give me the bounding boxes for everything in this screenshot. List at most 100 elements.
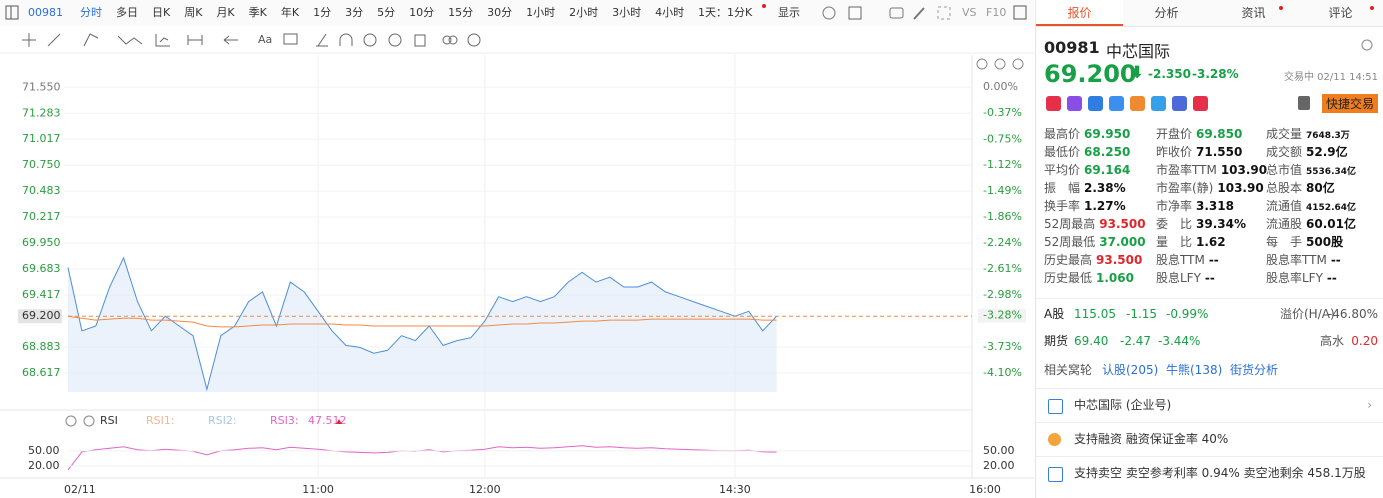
line-tool[interactable]: [47, 33, 61, 47]
link-tool[interactable]: [442, 35, 452, 45]
delete-tool[interactable]: [414, 34, 426, 47]
badge-icon[interactable]: [1172, 96, 1187, 111]
wave-tool[interactable]: [117, 35, 143, 45]
draw-tools: [22, 33, 481, 47]
period-tab[interactable]: 4小时: [655, 6, 684, 19]
pen-icon[interactable]: [913, 7, 925, 20]
legend-entry: RSI1:: [146, 414, 175, 427]
period-tab[interactable]: 3分: [345, 6, 363, 19]
y-tick-label: 69.683: [22, 262, 61, 275]
y2-tick-label: 0.00%: [983, 80, 1018, 93]
period-tab[interactable]: 2小时: [569, 6, 598, 19]
period-tab[interactable]: 多日: [116, 5, 138, 19]
rsi-settings[interactable]: [65, 415, 77, 427]
panel-tab[interactable]: 资讯: [1210, 0, 1297, 26]
period-tab[interactable]: 30分: [487, 6, 512, 19]
period-tab[interactable]: 5分: [377, 6, 395, 19]
vs-button[interactable]: VS: [962, 6, 977, 19]
period-tab[interactable]: 分时: [80, 6, 102, 19]
y-tick-label: 70.483: [22, 184, 61, 197]
stat-value: 103.90: [1220, 163, 1268, 177]
warrant-link[interactable]: 牛熊(138): [1166, 363, 1223, 377]
badge-icon[interactable]: [1046, 96, 1061, 111]
alert-icon[interactable]: [1296, 95, 1312, 111]
stat-label: 换手率: [1044, 199, 1081, 213]
stat: 市盈率TTM 103.90: [1156, 161, 1267, 178]
stat-value: 68.250: [1084, 145, 1131, 159]
interval[interactable]: 1天：1分K: [698, 6, 753, 19]
rsi-close[interactable]: [83, 415, 95, 427]
stat: 总股本 80亿: [1266, 179, 1335, 196]
feature-row[interactable]: 支持卖空 卖空参考利率 0.94% 卖空池剩余 458.1万股: [1036, 456, 1383, 490]
warrant-link[interactable]: 街货分析: [1230, 363, 1279, 377]
quote-panel: 报价 分析 资讯 评论 00981 中芯国际 69.200 ⬇ -2.350 -3.2…: [1035, 0, 1383, 498]
stat-label: 成交额: [1266, 145, 1303, 159]
cross-tool[interactable]: [22, 33, 36, 47]
period-tab[interactable]: 10分: [409, 6, 434, 19]
indicator-title: RSI: [100, 414, 118, 427]
settings-icon[interactable]: [1360, 38, 1374, 52]
stat-label: 每 手: [1266, 235, 1303, 249]
badge-icon[interactable]: [1151, 96, 1166, 111]
panel-tabs: 报价 分析 资讯 评论: [1036, 0, 1383, 27]
warrants-row: 相关窝轮 认股(205) 牛熊(138) 街货分析: [1036, 355, 1383, 385]
display-menu[interactable]: 显示: [778, 6, 800, 19]
panel-tab[interactable]: 评论: [1297, 0, 1383, 26]
symbol[interactable]: 00981: [28, 6, 63, 19]
y2-tick-label: -4.10%: [983, 366, 1022, 379]
feature-row[interactable]: 中芯国际 (企业号) ›: [1036, 388, 1383, 422]
panel-tab[interactable]: 分析: [1154, 6, 1179, 20]
ray-tool[interactable]: [83, 33, 99, 47]
panel-icon[interactable]: [5, 5, 19, 20]
camera-icon[interactable]: [889, 7, 904, 19]
stat-label: 振 幅: [1044, 181, 1081, 195]
reset-zoom[interactable]: [976, 58, 988, 70]
measure-tool[interactable]: [187, 35, 203, 45]
period-tab[interactable]: 周K: [184, 6, 203, 19]
stat-value: 60.01亿: [1306, 217, 1356, 231]
period-tab[interactable]: 月K: [216, 6, 235, 19]
quick-trade-button[interactable]: 快捷交易: [1322, 94, 1379, 113]
badge-icon[interactable]: [1193, 96, 1208, 111]
f10-button[interactable]: F10: [986, 6, 1006, 19]
box-icon[interactable]: [848, 6, 862, 20]
link-tool-2: [448, 35, 458, 45]
hide-tool[interactable]: [388, 33, 402, 47]
stat-label: 股息率LFY: [1266, 271, 1323, 285]
y-tick-label: 69.200: [22, 309, 61, 322]
badge-icon[interactable]: [1088, 96, 1103, 111]
stat: 量 比 1.62: [1156, 233, 1226, 250]
zoom-out[interactable]: [994, 58, 1006, 70]
zoom-in[interactable]: [1012, 58, 1024, 70]
period-tab[interactable]: 日K: [152, 6, 171, 19]
badge-icon[interactable]: [1067, 96, 1082, 111]
panel-tab[interactable]: 报价: [1036, 0, 1123, 26]
period-tab[interactable]: 1小时: [526, 6, 555, 19]
text-tool[interactable]: Aa: [258, 33, 272, 46]
sidebar-icon[interactable]: [1013, 5, 1027, 20]
badge-icon[interactable]: [1109, 96, 1124, 111]
fullscreen-icon[interactable]: [937, 6, 951, 20]
feature-row[interactable]: 支持融资 融资保证金率 40%: [1036, 422, 1383, 456]
badge-icon[interactable]: [1130, 96, 1145, 111]
period-tab[interactable]: 年K: [281, 5, 300, 19]
period-tab[interactable]: 1分: [313, 6, 331, 19]
settings-icon[interactable]: [822, 6, 836, 20]
angle-tool[interactable]: [316, 33, 328, 47]
magnet-tool[interactable]: [339, 33, 353, 46]
lock-tool[interactable]: [363, 33, 377, 47]
tool-settings[interactable]: [467, 33, 481, 47]
period-tab[interactable]: 季K: [249, 6, 268, 19]
note-tool[interactable]: [283, 33, 298, 45]
notice-dot: [762, 4, 766, 8]
warrant-link[interactable]: 认股(205): [1102, 363, 1159, 377]
period-tab[interactable]: 15分: [448, 6, 473, 19]
stat-value: 93.500: [1099, 217, 1146, 231]
period-tab[interactable]: 3小时: [612, 6, 641, 19]
stat-label: 成交量: [1266, 127, 1303, 141]
stat-value: 3.318: [1196, 199, 1234, 213]
x-tick-label: 12:00: [469, 483, 501, 496]
arrow-tool[interactable]: [223, 35, 238, 45]
fib-tool[interactable]: [155, 34, 170, 47]
